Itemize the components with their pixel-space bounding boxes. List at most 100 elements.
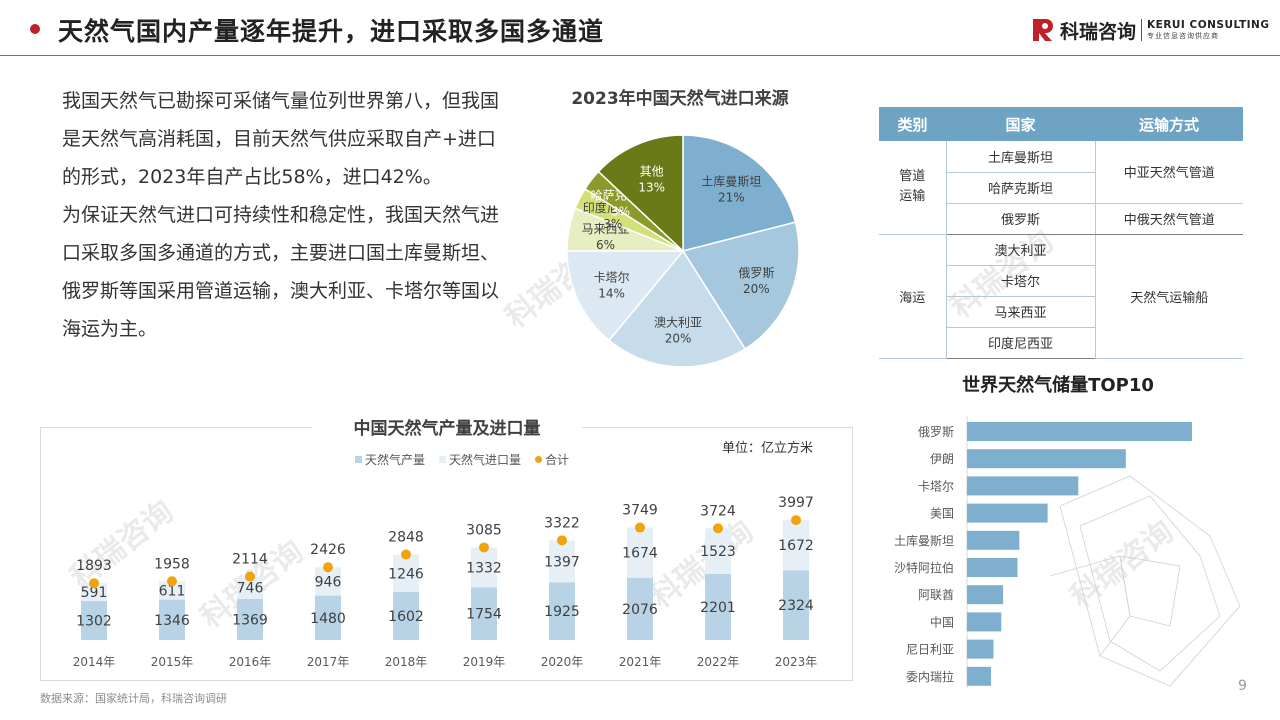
- bar-import: [393, 554, 419, 592]
- bar-value-total: 1893: [76, 558, 112, 574]
- bar-value-total: 2114: [232, 552, 268, 568]
- reserve-bar: [967, 503, 1048, 523]
- bar-value-import: 746: [237, 581, 264, 597]
- table-row: 俄罗斯 中俄天然气管道: [879, 203, 1243, 235]
- table-row: 马来西亚: [879, 296, 1243, 328]
- decorative-wireframe: [1049, 475, 1241, 687]
- x-tick-label: 2020年: [541, 655, 584, 669]
- bar-value-import: 591: [81, 585, 108, 601]
- pie-slice-value: 6%: [596, 238, 615, 252]
- legend-label: 天然气产量: [365, 453, 426, 467]
- pie-slice: [597, 134, 684, 253]
- bar-value-total: 3749: [622, 503, 658, 519]
- bar-value-production: 1602: [388, 609, 424, 625]
- pie-slice: [608, 249, 747, 368]
- pie-slice-value: 20%: [743, 282, 770, 296]
- y-tick-label: 伊朗: [930, 452, 954, 466]
- header-bar: 天然气国内产量逐年提升，进口采取多国多通道 科瑞咨询 KERUI CONSULT…: [0, 0, 1280, 56]
- x-tick-label: 2019年: [463, 655, 506, 669]
- table-cell-category: 管道运输: [879, 141, 947, 235]
- legend-item-production: 天然气产量: [355, 451, 425, 468]
- bar-import: [237, 576, 263, 599]
- x-tick-label: 2023年: [775, 655, 818, 669]
- bar-import: [627, 527, 653, 578]
- bar-import: [705, 528, 731, 574]
- bar-value-production: 1754: [466, 607, 502, 623]
- bar-value-total: 3322: [544, 515, 580, 531]
- bar-production: [705, 573, 731, 640]
- intro-text: 我国天然气已勘探可采储气量位列世界第八，但我国是天然气高消耗国，目前天然气供应采…: [62, 82, 512, 348]
- y-tick-label: 俄罗斯: [918, 425, 954, 439]
- bar-import: [783, 520, 809, 571]
- bar-production: [81, 600, 107, 640]
- bar-value-production: 2076: [622, 602, 658, 618]
- bar-production: [549, 582, 575, 640]
- pie-slice-label: 土库曼斯坦: [701, 174, 761, 189]
- bar-production: [393, 591, 419, 640]
- legend-swatch: [355, 456, 362, 463]
- reserve-bar: [967, 558, 1018, 577]
- bar-value-production: 1369: [232, 612, 268, 628]
- category-label: 管道运输: [899, 169, 926, 205]
- bar-value-production: 1302: [76, 613, 112, 629]
- pie-slice: [681, 221, 800, 350]
- x-tick-label: 2015年: [151, 655, 194, 669]
- paragraph-import: 为保证天然气进口可持续性和稳定性，我国天然气进口采取多国多通道的方式，主要进口国…: [62, 204, 500, 340]
- table-cell-country: 土库曼斯坦: [946, 141, 1095, 173]
- x-tick-label: 2017年: [307, 655, 350, 669]
- legend-label: 合计: [545, 453, 570, 467]
- reserve-bar: [967, 449, 1126, 469]
- pie-slice-label: 卡塔尔: [594, 270, 630, 285]
- total-marker: [167, 576, 177, 587]
- pie-slice-value: 20%: [665, 332, 692, 346]
- x-tick-label: 2022年: [697, 655, 740, 669]
- table-cell-country: 卡塔尔: [946, 265, 1095, 297]
- table-row: 卡塔尔: [879, 265, 1243, 297]
- y-tick-label: 美国: [930, 507, 954, 521]
- logo-text-cn: 科瑞咨询: [1060, 20, 1137, 43]
- total-marker: [791, 515, 801, 526]
- x-tick-label: 2016年: [229, 655, 272, 669]
- reserve-bar: [967, 585, 1004, 605]
- table-header-category: 类别: [879, 107, 946, 141]
- pie-chart-title: 2023年中国天然气进口来源: [571, 89, 789, 109]
- x-tick-label: 2014年: [73, 655, 116, 669]
- bar-value-import: 611: [159, 583, 186, 599]
- total-marker: [635, 522, 645, 533]
- table-cell-country: 印度尼西亚: [946, 327, 1095, 359]
- table-header-transport: 运输方式: [1095, 107, 1243, 141]
- pie-slice-value: 14%: [598, 287, 625, 301]
- bar-import: [159, 581, 185, 600]
- legend-swatch: [535, 456, 543, 463]
- table-cell-transport: 中亚天然气管道: [1094, 141, 1243, 204]
- import-channel-table: 类别 国家 运输方式 管道运输 土库曼斯坦 中亚天然气管道 哈萨克斯坦 俄罗斯 …: [879, 107, 1243, 359]
- bar-value-production: 1925: [544, 604, 580, 620]
- reserve-bar: [967, 666, 992, 686]
- y-tick-label: 尼日利亚: [906, 643, 954, 657]
- total-marker: [713, 523, 723, 534]
- bar-production: [627, 577, 653, 640]
- title-bullet: [30, 24, 40, 34]
- bar-production: [783, 570, 809, 640]
- table-cell-country: 哈萨克斯坦: [946, 172, 1095, 204]
- total-marker: [557, 535, 567, 546]
- y-tick-label: 卡塔尔: [918, 478, 954, 493]
- table-cell-country: 俄罗斯: [946, 203, 1095, 235]
- pie-slice-label: 其他: [640, 165, 664, 179]
- logo-divider: [1141, 19, 1143, 41]
- bar-value-total: 2848: [388, 530, 424, 546]
- total-marker: [479, 542, 489, 553]
- production-import-bar-chart: 1302 591 1893 2014年 1346 611 1958 2015年 1369 746 2…: [73, 495, 818, 669]
- table-row: 印度尼西亚: [879, 327, 1243, 359]
- bar-value-total: 1958: [154, 556, 190, 572]
- bar-import: [471, 547, 497, 588]
- table-header-country: 国家: [946, 107, 1095, 141]
- bar-value-import: 1672: [778, 538, 814, 554]
- pie-slice: [682, 134, 797, 252]
- legend-item-total: 合计: [535, 451, 569, 468]
- bar-value-total: 3724: [700, 503, 736, 519]
- bar-production: [237, 598, 263, 640]
- total-marker: [89, 578, 99, 589]
- bar-value-production: 1480: [310, 611, 346, 627]
- bar-chart-unit: 单位：亿立方米: [722, 441, 814, 456]
